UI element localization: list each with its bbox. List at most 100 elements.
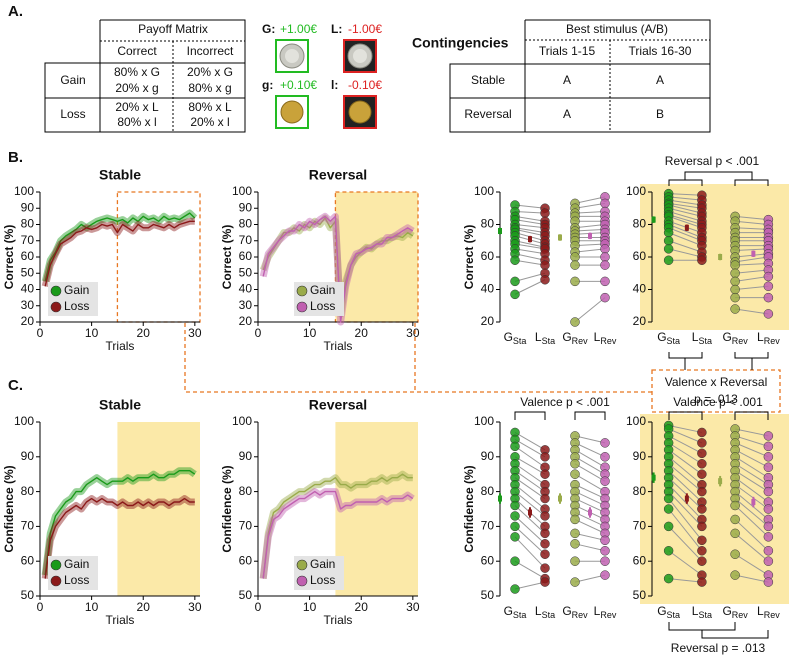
pair-line [668,215,703,229]
row-label: Stable [471,73,505,87]
pair-line [734,505,769,538]
subject-dot [600,438,610,448]
pair-line [735,308,769,315]
subject-dot [763,462,774,472]
bracket [668,171,769,186]
subject-dot [763,577,774,587]
category-subscript: Sta [513,610,527,620]
pair-line [574,435,606,444]
coin [280,100,304,124]
pair-line [668,207,702,217]
category-subscript: Rev [572,336,589,346]
subject-dot [763,556,774,566]
subject-dot [697,535,707,546]
pair-line [514,445,546,468]
column-header: Incorrect [187,44,234,58]
subject-dot [730,500,740,511]
legend-marker [50,559,62,571]
pair-line [514,248,546,255]
subject-dot [600,556,610,566]
subject-dot [570,276,580,287]
subject-dot [730,549,740,559]
outcome-label: g: [262,78,273,92]
subject-dot [763,271,774,282]
subject-dot [763,452,774,462]
table-title: Payoff Matrix [138,22,208,36]
legend-label: Loss [64,573,89,587]
x-tick-label: GSta [657,330,680,346]
y-tick-label: 40 [633,282,647,296]
pair-line [574,243,606,247]
pair-line [514,505,546,534]
subject-dot [600,198,610,209]
x-tick-label: 0 [255,326,262,340]
mean-marker [718,478,723,485]
pair-line [668,508,703,552]
subject-dot [570,317,580,327]
pair-line [734,491,769,520]
category-letter: L [535,330,542,344]
x-axis-label: Trials [106,613,135,627]
series-line [44,497,195,579]
subject-dot [663,244,674,254]
x-tick-label: LRev [757,604,780,620]
y-tick-label: 90 [633,449,647,463]
category-letter: G [657,604,666,618]
pair-line [574,491,606,506]
y-tick-label: 90 [239,200,253,214]
x-tick-label: 30 [188,326,202,340]
table-lines [44,19,246,133]
pair-line [735,574,769,583]
pair-line [514,536,546,569]
category-subscript: Rev [764,336,781,346]
subject-dot [697,255,707,265]
subject-dot [663,227,674,238]
pair-line [668,550,703,576]
x-axis-label: Trials [324,613,353,627]
pair-line [574,518,606,534]
y-tick-label: 100 [14,414,34,428]
legend-label: Loss [310,299,335,313]
pair-line [514,560,546,580]
subject-dot [570,528,580,539]
pair-line [734,435,769,447]
pair-line [734,470,769,493]
pair-line [668,232,703,247]
y-tick-label: 70 [21,233,35,247]
category-letter: L [757,330,764,344]
mean-marker [718,254,723,260]
mean-marker [498,228,502,234]
category-subscript: Sta [542,610,556,620]
legend-marker [296,575,308,587]
y-tick-label: 100 [14,184,34,198]
subject-dot [697,459,707,469]
category-subscript: Sta [698,610,712,620]
pair-line [574,202,606,209]
x-tick-label: 20 [355,600,369,614]
pair-line [668,470,703,503]
pair-line [668,526,703,562]
subject-dot [697,427,707,438]
y-tick-label: 100 [626,184,646,198]
y-tick-label: 40 [21,282,35,296]
pair-line [668,199,702,206]
subject-dot [510,255,520,265]
pair-line [668,424,702,433]
mean-marker [751,250,756,257]
pair-line [514,477,546,499]
subject-dot [540,452,550,462]
pair-line [574,442,606,458]
subject-dot [697,504,707,514]
pair-line [574,224,606,229]
subject-dot [763,431,774,441]
pair-line [668,456,703,486]
category-letter: L [594,604,601,618]
x-tick-label: GSta [657,604,680,620]
subject-dot [600,476,610,486]
subject-dot [570,577,580,587]
pair-line [668,227,703,242]
outcome-amount: +1.00€ [280,22,317,36]
row-label: Loss [60,107,85,121]
